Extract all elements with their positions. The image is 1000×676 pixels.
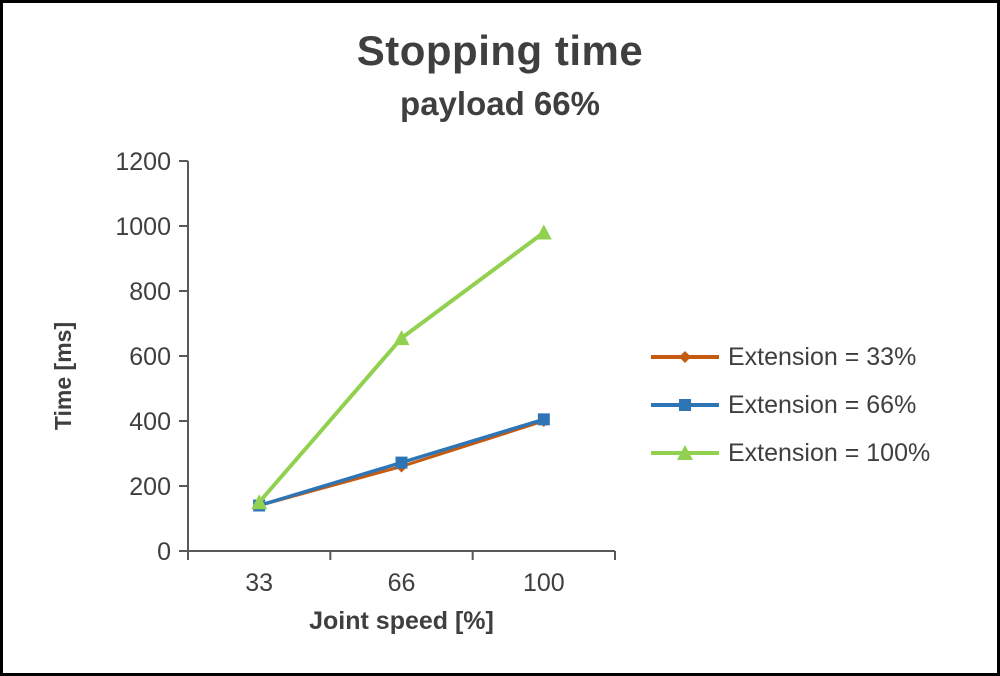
y-tick-label: 1200 [115, 148, 171, 176]
square-marker [395, 456, 408, 469]
triangle-marker [535, 224, 552, 240]
legend-item: Extension = 33% [649, 342, 930, 372]
triangle-marker [393, 330, 410, 346]
y-tick-label: 800 [129, 278, 171, 306]
diamond-marker [679, 351, 691, 363]
legend-swatch [651, 351, 719, 363]
legend-swatch [651, 445, 719, 460]
x-tick-label: 100 [523, 569, 565, 597]
legend-item-label: Extension = 66% [728, 390, 917, 419]
legend-swatch [651, 399, 719, 411]
y-tick-label: 0 [157, 538, 171, 566]
x-tick-label: 33 [245, 569, 273, 597]
chart-subtitle: payload 66% [400, 85, 600, 122]
plot-svg: 0 200 400 600 800 1000 1200 33 66 100 [115, 148, 616, 597]
y-tick-label: 200 [129, 473, 171, 501]
triangle-marker [251, 494, 268, 510]
legend-item: Extension = 100% [649, 438, 930, 468]
x-axis-title: Joint speed [%] [309, 607, 494, 635]
x-tick-label: 66 [388, 569, 416, 597]
legend-item: Extension = 66% [649, 390, 930, 420]
triangle-marker [677, 445, 693, 460]
chart-title: Stopping time [356, 27, 644, 74]
legend: Extension = 33% Extension = 66% Extension … [649, 342, 930, 468]
y-tick-label: 600 [129, 343, 171, 371]
square-marker [679, 399, 691, 411]
legend-item-label: Extension = 33% [728, 342, 917, 371]
square-marker [537, 413, 550, 426]
y-tick-label: 1000 [115, 213, 171, 241]
legend-item-label: Extension = 100% [728, 438, 931, 467]
y-tick-label: 400 [129, 408, 171, 436]
